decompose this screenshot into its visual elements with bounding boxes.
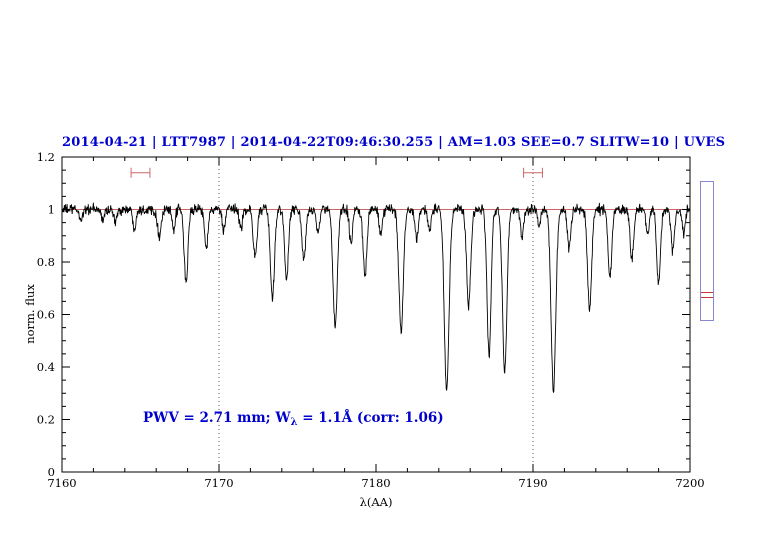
pwv-annotation: PWV = 2.71 mm; Wλ = 1.1Å (corr: 1.06) [143, 410, 444, 428]
side-scale-panel [700, 181, 714, 321]
side-scale-marker-line [701, 297, 713, 298]
annotation-lambda-subscript: λ [290, 417, 298, 428]
y-tick-label: 0 [48, 465, 55, 479]
x-tick-label: 7160 [47, 476, 76, 490]
side-scale-marker-line [701, 292, 713, 293]
y-tick-label: 1 [48, 203, 55, 217]
x-tick-label: 7200 [675, 476, 704, 490]
y-tick-label: 0.2 [37, 413, 55, 427]
x-tick-label: 7170 [204, 476, 233, 490]
y-tick-label: 0.6 [37, 308, 55, 322]
annotation-text-post: = 1.1Å (corr: 1.06) [297, 410, 444, 426]
y-tick-label: 1.2 [37, 150, 55, 164]
spectrum-line [61, 202, 691, 394]
x-tick-label: 7190 [518, 476, 547, 490]
x-tick-label: 7180 [361, 476, 390, 490]
y-tick-label: 0.8 [37, 255, 55, 269]
y-tick-label: 0.4 [37, 360, 55, 374]
annotation-text-pre: PWV = 2.71 mm; W [143, 410, 291, 426]
x-axis-label: λ(AA) [359, 495, 393, 509]
plot-title: 2014-04-21 | LTT7987 | 2014-04-22T09:46:… [62, 135, 726, 150]
